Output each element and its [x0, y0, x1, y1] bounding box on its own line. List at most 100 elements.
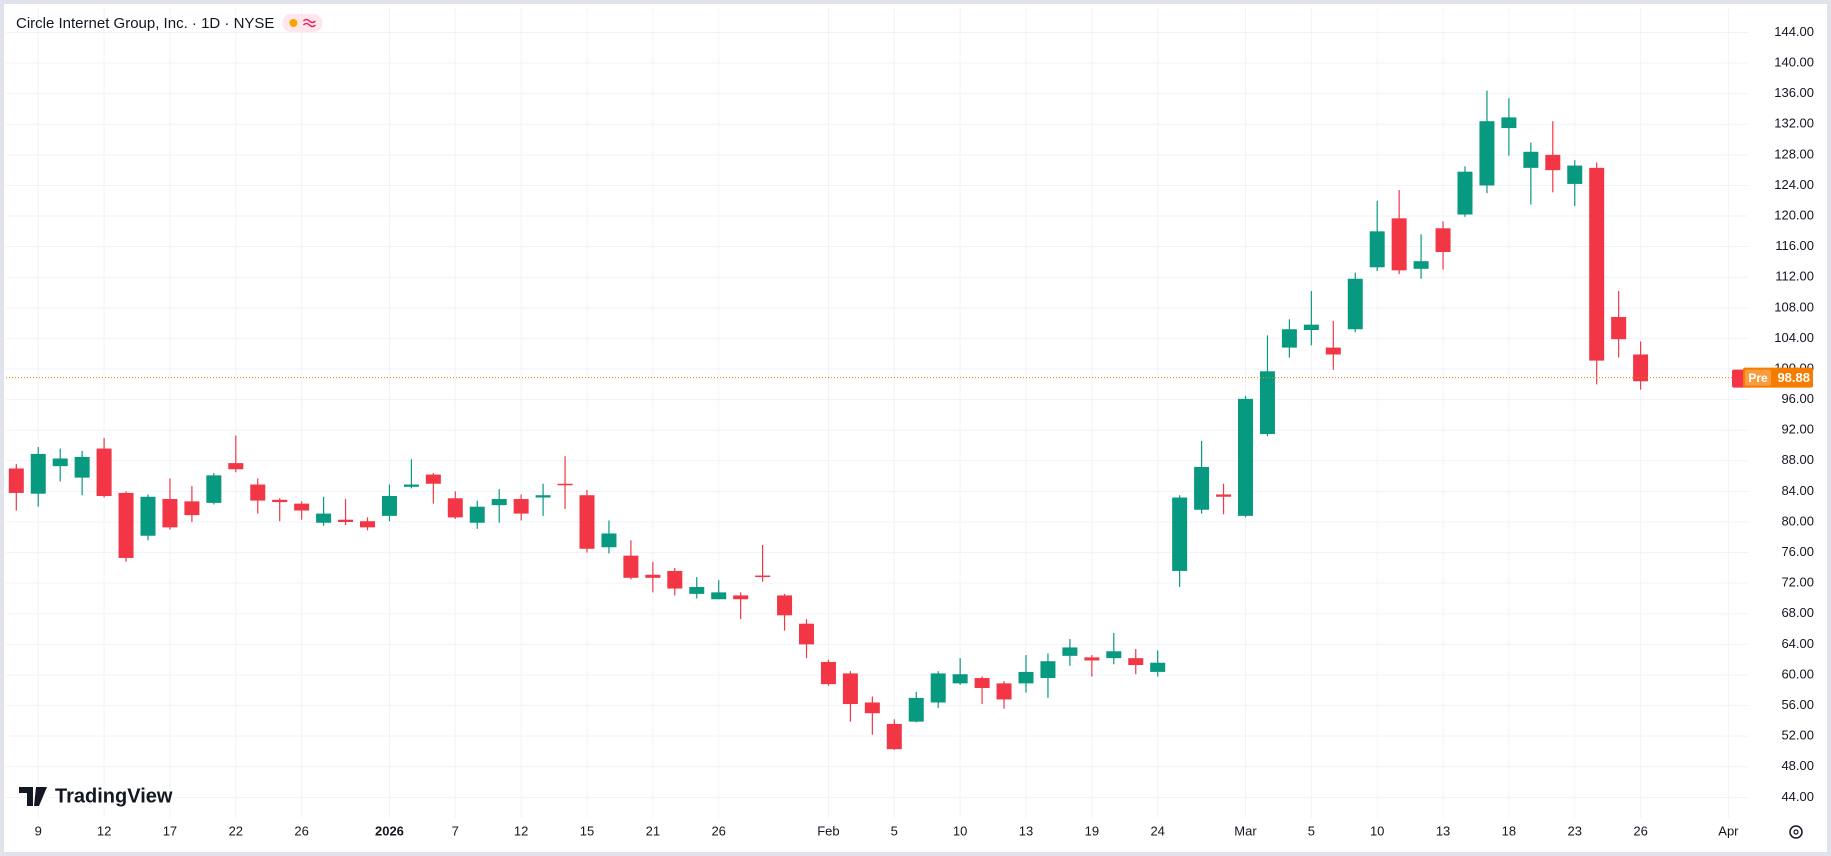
- y-tick-label: 116.00: [1775, 238, 1814, 253]
- y-tick-label: 120.00: [1774, 207, 1814, 222]
- candle-body: [228, 463, 244, 470]
- x-tick-label: 5: [891, 823, 898, 838]
- y-tick-label: 96.00: [1781, 391, 1814, 406]
- y-tick-label: 136.00: [1774, 85, 1814, 100]
- candle-body: [447, 498, 463, 518]
- x-tick-label: 2026: [375, 823, 404, 838]
- y-tick-label: 68.00: [1781, 605, 1814, 620]
- y-tick-label: 92.00: [1781, 422, 1814, 437]
- candle-body: [469, 506, 485, 523]
- candle-body: [1259, 371, 1275, 435]
- candle-body: [1545, 154, 1561, 171]
- candle-body: [1238, 398, 1253, 516]
- candle-body: [1479, 121, 1495, 186]
- x-tick-label: 26: [711, 823, 725, 838]
- candle-body: [952, 674, 968, 684]
- y-tick-label: 112.00: [1775, 269, 1814, 284]
- y-tick-label: 48.00: [1781, 758, 1814, 773]
- candle-body: [1391, 218, 1407, 271]
- chart-title: Circle Internet Group, Inc. · 1D · NYSE: [16, 15, 274, 32]
- x-tick-label: 21: [646, 823, 660, 838]
- x-tick-label: 13: [1436, 823, 1450, 838]
- candle-body: [513, 499, 529, 514]
- candle-body: [733, 595, 749, 600]
- x-tick-label: 7: [452, 823, 459, 838]
- candle-body: [74, 456, 90, 478]
- candle-body: [1106, 651, 1122, 659]
- candle-body: [689, 587, 705, 594]
- y-tick-label: 60.00: [1781, 666, 1814, 681]
- candle-body: [52, 458, 68, 467]
- candle-body: [338, 519, 354, 522]
- candle-body: [272, 499, 288, 503]
- x-tick-label: 10: [1370, 823, 1384, 838]
- y-tick-label: 104.00: [1774, 330, 1814, 345]
- x-tick-label: 15: [580, 823, 594, 838]
- candle-body: [799, 623, 814, 645]
- y-tick-label: 72.00: [1781, 575, 1814, 590]
- y-tick-label: 84.00: [1781, 483, 1814, 498]
- candle-body: [777, 595, 793, 616]
- x-tick-label: 13: [1019, 823, 1033, 838]
- candle-body: [118, 492, 134, 558]
- x-tick-label: 9: [35, 823, 42, 838]
- candle-body: [842, 673, 858, 705]
- settings-icon[interactable]: [1789, 825, 1803, 839]
- candle-body: [8, 468, 24, 493]
- candle-body: [403, 484, 419, 487]
- candle-body: [1194, 466, 1210, 510]
- candle-body: [623, 555, 639, 578]
- candle-body: [996, 683, 1012, 700]
- candle-body: [820, 661, 836, 685]
- candle-body: [601, 533, 617, 548]
- candle-body: [974, 678, 990, 688]
- candle-body: [667, 570, 683, 589]
- price-badge-value: 98.88: [1777, 370, 1810, 385]
- candle-body: [1128, 658, 1144, 666]
- x-tick-label: 5: [1308, 823, 1315, 838]
- x-tick-label: 26: [294, 823, 308, 838]
- y-tick-label: 56.00: [1781, 697, 1814, 712]
- y-tick-label: 140.00: [1774, 55, 1814, 70]
- candle-body: [250, 484, 266, 501]
- y-tick-label: 88.00: [1781, 452, 1814, 467]
- x-tick-label: Mar: [1234, 823, 1257, 838]
- candle-body: [1062, 647, 1078, 656]
- candle-body: [1216, 494, 1232, 497]
- settings[interactable]: [1789, 825, 1803, 839]
- logo: TradingView: [19, 785, 173, 807]
- candle-body: [381, 495, 397, 516]
- candle-body: [1435, 228, 1451, 252]
- logo-text: TradingView: [55, 785, 173, 807]
- candle-body: [1523, 151, 1539, 168]
- x-tick-label: 18: [1502, 823, 1516, 838]
- candle-body: [360, 521, 375, 528]
- candle-body: [206, 475, 222, 503]
- y-tick-label: 80.00: [1781, 513, 1814, 528]
- candle-body: [316, 513, 332, 523]
- candle-body: [1369, 231, 1385, 268]
- y-tick-label: 44.00: [1781, 789, 1814, 804]
- y-tick-label: 52.00: [1781, 728, 1814, 743]
- candle-body: [1018, 671, 1034, 684]
- sun-icon: [289, 19, 298, 27]
- x-tick-label: 17: [163, 823, 177, 838]
- candle-body: [425, 474, 441, 484]
- candle-body: [1633, 354, 1649, 382]
- settings-icon-center: [1793, 829, 1799, 835]
- y-tick-label: 128.00: [1774, 146, 1814, 161]
- y-tick-label: 76.00: [1781, 544, 1814, 559]
- candle-body: [162, 499, 178, 528]
- candle-body: [491, 499, 507, 506]
- candle-body: [1281, 329, 1297, 348]
- x-tick-label: Apr: [1718, 823, 1739, 838]
- logo-mark: [19, 787, 47, 806]
- price-badge-name-bg: [1745, 369, 1771, 386]
- candle-body: [1325, 347, 1341, 355]
- candle-body: [535, 495, 551, 498]
- candle-body: [886, 723, 902, 750]
- candle-body: [30, 453, 46, 494]
